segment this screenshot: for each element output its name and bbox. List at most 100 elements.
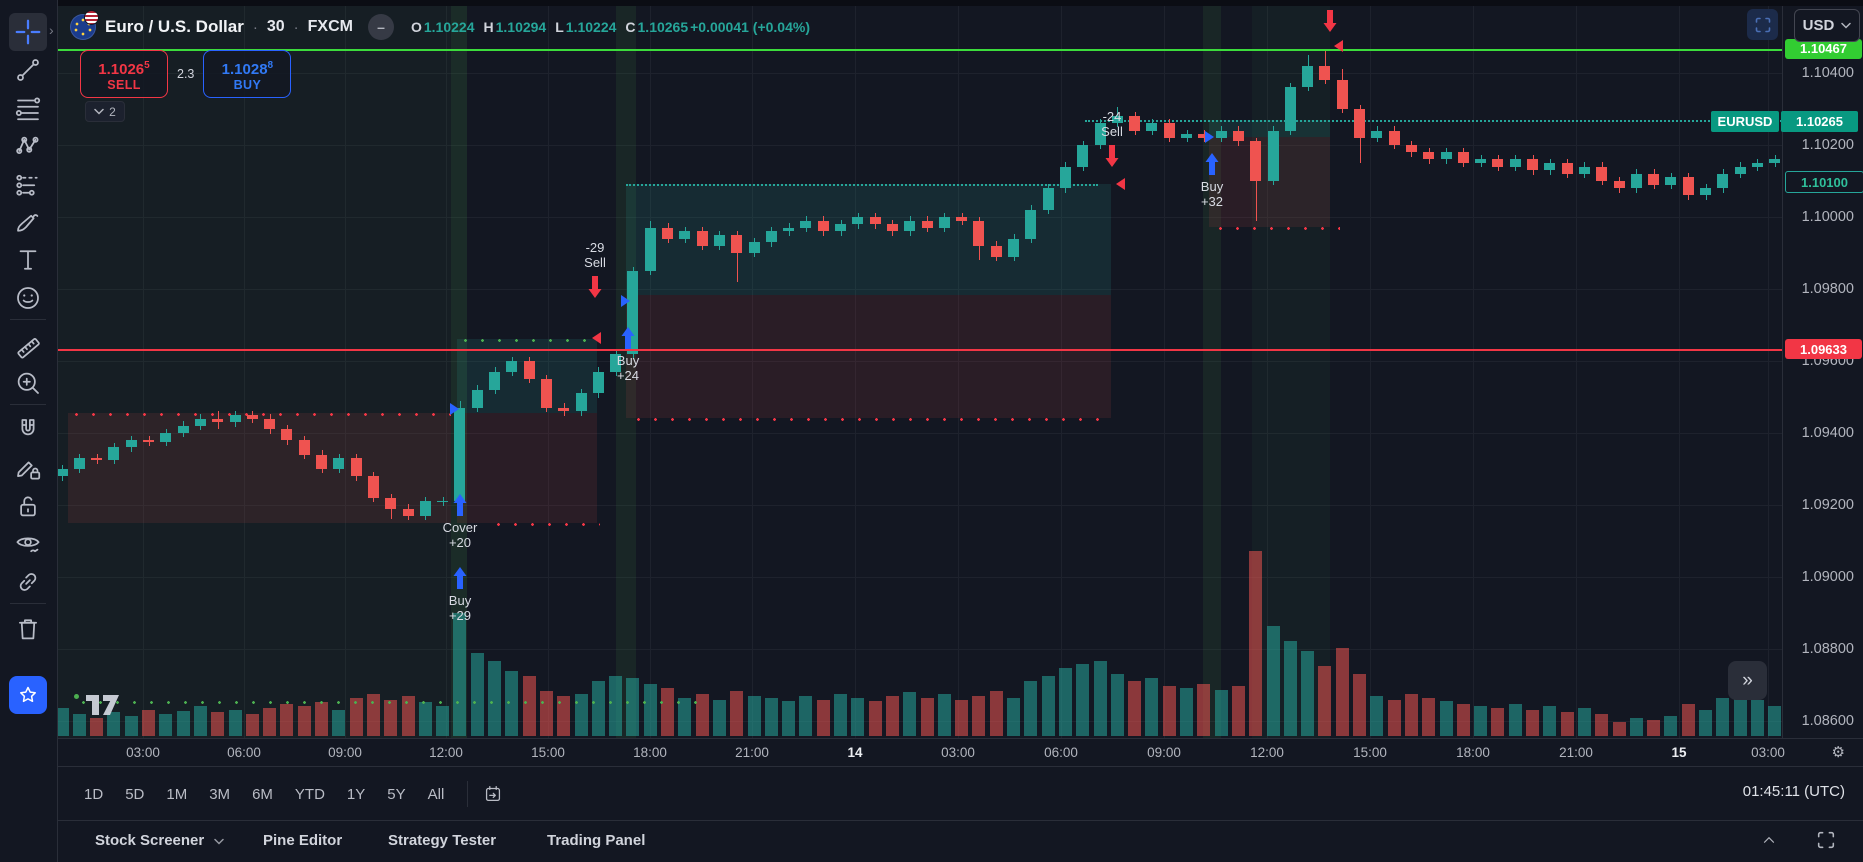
range-button-1d[interactable]: 1D [84, 785, 104, 803]
candle-body [367, 476, 379, 498]
candle-body [713, 235, 725, 246]
object-tree-toggle[interactable]: 2 [85, 101, 125, 122]
fib-retracement-tool-button[interactable] [9, 89, 47, 127]
range-button-ytd[interactable]: YTD [294, 785, 325, 803]
candle-body [731, 235, 743, 253]
volume-bar [920, 698, 934, 736]
range-button-all[interactable]: All [427, 785, 445, 803]
panel-collapse-chevron-icon[interactable] [1760, 831, 1778, 854]
range-button-6m[interactable]: 6M [252, 785, 273, 803]
scroll-right-button[interactable]: » [1728, 661, 1767, 700]
volume-bar [1353, 674, 1366, 736]
axis-settings-gear-icon[interactable]: ⚙ [1831, 744, 1845, 761]
ruler-tool-button[interactable] [9, 326, 47, 364]
trash-tool-button[interactable] [9, 610, 47, 648]
range-button-5y[interactable]: 5Y [387, 785, 406, 803]
crosshair-tool-button[interactable] [9, 13, 47, 51]
candle-body [1111, 116, 1123, 124]
candle-body [904, 220, 916, 232]
buy-button[interactable]: 1.10288 BUY [203, 50, 292, 98]
draw-lock-tool-button[interactable] [9, 449, 47, 487]
panel-fullscreen-icon[interactable] [1817, 831, 1835, 854]
trade-marker-label: -24 Sell [1101, 109, 1123, 139]
lock-tool-button[interactable] [9, 487, 47, 525]
currency-selector[interactable]: USD [1794, 9, 1860, 42]
candle-wick [736, 231, 738, 282]
go-to-date-button[interactable] [482, 783, 504, 805]
grid-line-horizontal [57, 649, 1782, 650]
grid-line-vertical [143, 6, 144, 738]
hide-legend-pill[interactable]: – [367, 14, 394, 40]
tab-trading-panel[interactable]: Trading Panel [547, 832, 646, 849]
volume-bar [591, 681, 605, 736]
candle-body [1578, 166, 1590, 174]
range-button-1m[interactable]: 1M [166, 785, 188, 803]
magnet-tool-button[interactable] [9, 411, 47, 449]
candle-body [194, 418, 206, 426]
ohlc-readout: O 1.10224 H 1.10294 L 1.10224 C 1.10265 +0.0… [411, 19, 810, 35]
date-range-bar: 1D 5D 1M 3M 6M YTD 1Y 5Y All [75, 767, 504, 821]
volume-bar [1197, 684, 1211, 736]
candle-body [1025, 209, 1037, 239]
volume-bar [834, 694, 847, 736]
volume-bar [159, 714, 173, 736]
volume-bar [522, 676, 536, 736]
emoji-tool-button[interactable] [9, 279, 47, 317]
zoom-in-tool-button[interactable] [9, 364, 47, 402]
volume-bar [1577, 708, 1591, 736]
volume-bar [1041, 676, 1055, 736]
tab-stock-screener[interactable]: Stock Screener [95, 832, 224, 849]
candle-body [1648, 173, 1660, 185]
candle-body [523, 361, 535, 379]
exchange-name[interactable]: FXCM [307, 18, 353, 35]
candle-body [350, 458, 362, 477]
range-button-5d[interactable]: 5D [125, 785, 145, 803]
hide-drawings-tool-button[interactable] [9, 525, 47, 563]
range-button-1y[interactable]: 1Y [346, 785, 366, 803]
projection-tool-button[interactable] [9, 165, 47, 203]
volume-bar [712, 700, 726, 736]
volume-bar [695, 694, 709, 736]
text-tool-button[interactable] [9, 241, 47, 279]
candle-body [783, 227, 795, 232]
candle-body [1440, 152, 1452, 160]
tab-pine-editor[interactable]: Pine Editor [263, 832, 343, 849]
session-highlight-band [616, 6, 636, 738]
xabcd-pattern-tool-button[interactable] [9, 127, 47, 165]
volume-bar [764, 698, 778, 736]
chart-canvas[interactable]: Cover +20 Buy +29 -29 Sell Buy +24 -24 Sell Buy +32 [57, 6, 1782, 738]
hide-drawings-icon [16, 537, 40, 553]
tab-strategy-tester[interactable]: Strategy Tester [388, 832, 497, 849]
volume-bar [903, 692, 917, 736]
exit-triangle-left [592, 332, 601, 344]
candle-body [956, 217, 968, 221]
link-tool-button[interactable] [9, 563, 47, 601]
brush-tool-button[interactable] [9, 203, 47, 241]
exit-triangle-left [1334, 40, 1343, 52]
range-button-3m[interactable]: 3M [209, 785, 231, 803]
trade-widget: 1.10265 SELL 2.3 1.10288 BUY [80, 50, 292, 98]
volume-bar [1543, 706, 1557, 736]
stop-line-price-pill: 1.09633 [1785, 339, 1862, 360]
expand-chart-button[interactable] [1747, 9, 1778, 40]
volume-bar [124, 716, 138, 736]
candle-body [1319, 65, 1331, 81]
interval-value[interactable]: 30 [266, 18, 285, 35]
favorites-toolbar-button[interactable] [9, 676, 47, 714]
candle-body [1613, 181, 1625, 189]
symbol-title[interactable]: Euro / U.S. Dollar [105, 17, 244, 36]
volume-bar [626, 678, 640, 736]
volume-bar [1699, 710, 1712, 736]
time-axis-tick: 15:00 [1353, 745, 1387, 760]
time-axis-tick: 15 [1671, 745, 1687, 760]
trend-line-tool-button[interactable] [9, 51, 47, 89]
toolbar-expander-icon[interactable]: › [49, 22, 54, 38]
sell-button[interactable]: 1.10265 SELL [80, 50, 168, 98]
time-axis[interactable]: ⚙ 03:00 06:00 09:00 12:00 15:00 18:00 21:00 14 0… [57, 738, 1863, 767]
candle-body [575, 393, 587, 412]
trade-level-dotted-line [490, 523, 600, 526]
grid-line-vertical [1679, 6, 1680, 738]
trade-level-dotted-line [626, 183, 1098, 186]
candle-body [558, 407, 570, 412]
session-highlight-band [57, 6, 467, 738]
